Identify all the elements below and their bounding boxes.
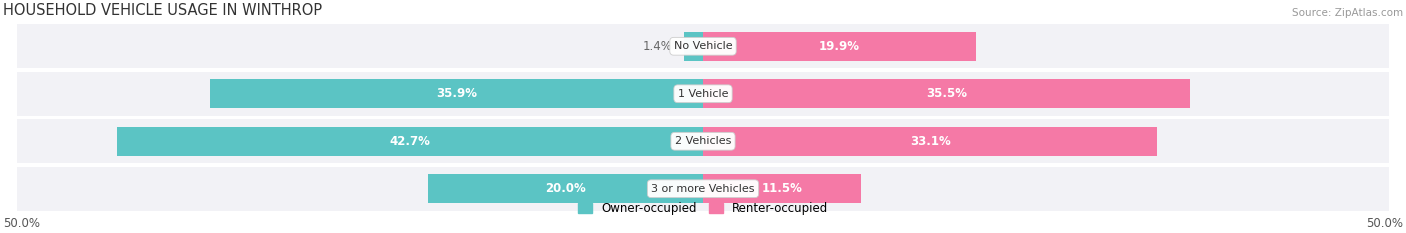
- Bar: [683, 31, 703, 61]
- Text: 50.0%: 50.0%: [3, 217, 39, 230]
- Text: 50.0%: 50.0%: [1367, 217, 1403, 230]
- Text: 19.9%: 19.9%: [820, 40, 860, 53]
- Text: 33.1%: 33.1%: [910, 135, 950, 148]
- Text: 35.5%: 35.5%: [927, 87, 967, 100]
- Bar: [17, 24, 1389, 68]
- Bar: [17, 167, 1389, 211]
- Text: 11.5%: 11.5%: [762, 182, 803, 195]
- Bar: [117, 127, 703, 156]
- Text: 20.0%: 20.0%: [546, 182, 586, 195]
- Bar: [703, 174, 860, 203]
- Bar: [703, 31, 976, 61]
- Text: HOUSEHOLD VEHICLE USAGE IN WINTHROP: HOUSEHOLD VEHICLE USAGE IN WINTHROP: [3, 3, 322, 18]
- Bar: [17, 72, 1389, 116]
- Bar: [429, 174, 703, 203]
- Text: 42.7%: 42.7%: [389, 135, 430, 148]
- Bar: [703, 127, 1157, 156]
- Text: No Vehicle: No Vehicle: [673, 41, 733, 51]
- Text: 2 Vehicles: 2 Vehicles: [675, 136, 731, 146]
- Bar: [703, 79, 1191, 109]
- Text: 35.9%: 35.9%: [436, 87, 477, 100]
- Bar: [17, 119, 1389, 163]
- Text: 1.4%: 1.4%: [643, 40, 673, 53]
- Text: 3 or more Vehicles: 3 or more Vehicles: [651, 184, 755, 194]
- Legend: Owner-occupied, Renter-occupied: Owner-occupied, Renter-occupied: [578, 202, 828, 215]
- Text: Source: ZipAtlas.com: Source: ZipAtlas.com: [1292, 8, 1403, 18]
- Text: 1 Vehicle: 1 Vehicle: [678, 89, 728, 99]
- Bar: [209, 79, 703, 109]
